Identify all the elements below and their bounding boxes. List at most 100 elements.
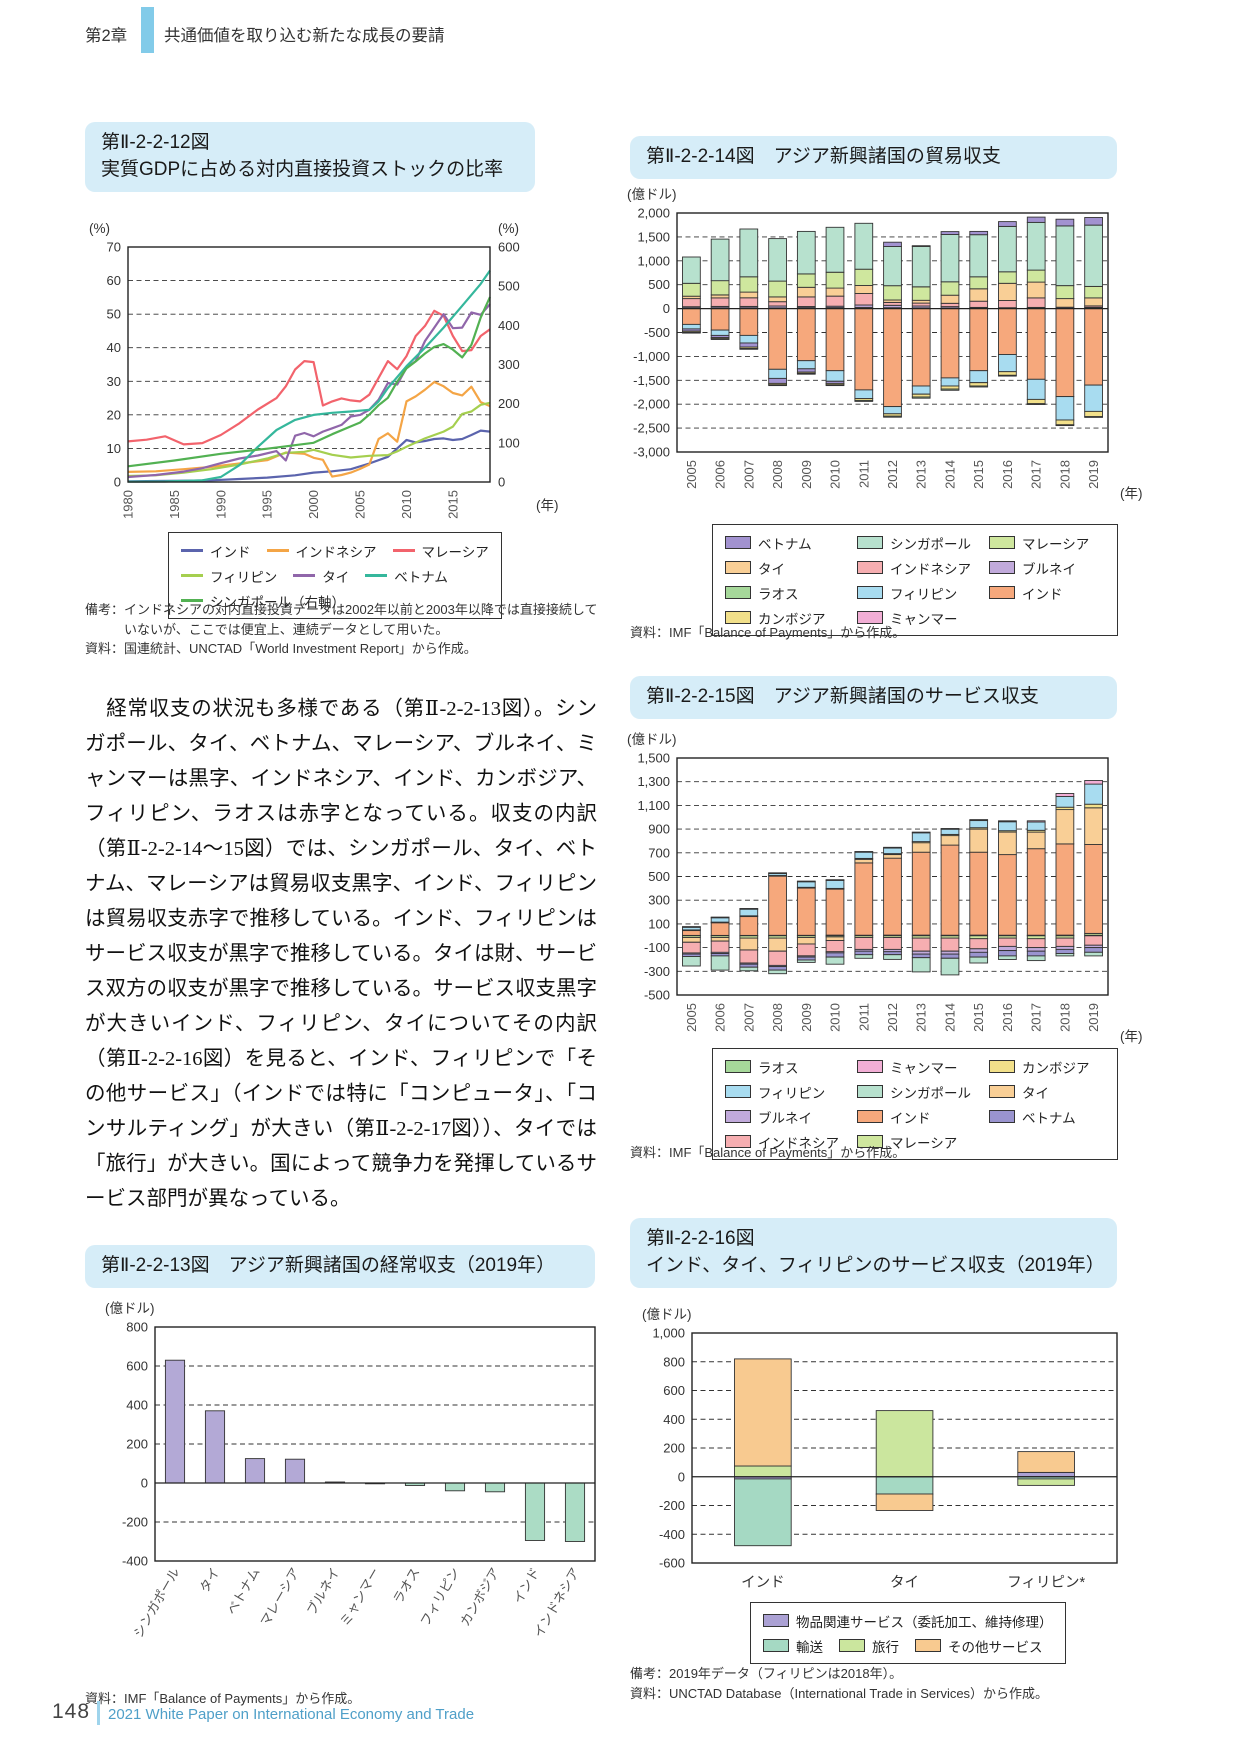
bar-segment bbox=[1084, 384, 1103, 412]
bar-segment bbox=[940, 953, 960, 959]
bar-segment bbox=[739, 334, 759, 344]
legend-item: カンボジア bbox=[989, 1054, 1105, 1079]
bar-segment bbox=[969, 956, 989, 964]
bar-segment bbox=[854, 858, 874, 864]
legend-item: タイ bbox=[725, 555, 841, 580]
fig14-title: 第Ⅱ-2-2-14図 アジア新興諸国の貿易収支 bbox=[646, 146, 1001, 167]
bar-segment bbox=[854, 389, 874, 399]
bar-segment bbox=[969, 851, 989, 936]
tick-label: 500 bbox=[498, 279, 520, 294]
bar-segment bbox=[1026, 281, 1046, 299]
tick-label: 40 bbox=[107, 340, 121, 355]
axis-category-label: マレーシア bbox=[257, 1565, 302, 1629]
bar-segment bbox=[998, 955, 1017, 960]
bar-segment bbox=[768, 368, 787, 379]
tick-label: 0 bbox=[114, 475, 121, 490]
axis-category-label: 2012 bbox=[885, 1003, 900, 1032]
legend-label: マレーシア bbox=[1022, 536, 1090, 552]
tick-label: 0 bbox=[498, 475, 505, 490]
tick-label: 60 bbox=[107, 273, 121, 288]
legend-item: フィリピン bbox=[857, 580, 973, 605]
legend-item: マレーシア bbox=[857, 1129, 973, 1154]
axis-category-label: 2007 bbox=[741, 460, 756, 489]
bar-segment bbox=[1084, 217, 1103, 226]
legend-item: インド bbox=[181, 538, 251, 563]
bar-segment bbox=[911, 851, 931, 936]
legend-item: シンガポール bbox=[857, 1079, 973, 1104]
legend-item: ラオス bbox=[725, 580, 841, 605]
legend-swatch bbox=[857, 561, 883, 574]
bar-segment bbox=[796, 887, 816, 936]
bar-segment bbox=[734, 1465, 792, 1478]
tick-label: -3,000 bbox=[633, 445, 670, 460]
axis-category-label: 2011 bbox=[856, 1003, 871, 1031]
tick-label: 600 bbox=[498, 240, 520, 255]
tick-label: タイ bbox=[890, 1574, 919, 1591]
bar-segment bbox=[998, 374, 1017, 377]
bar-segment bbox=[911, 957, 931, 973]
bar-segment bbox=[739, 908, 759, 917]
fig13-title: 第Ⅱ-2-2-13図 アジア新興諸国の経常収支（2019年） bbox=[101, 1255, 556, 1276]
legend-item: タイ bbox=[989, 1079, 1105, 1104]
bar-segment bbox=[1055, 218, 1075, 227]
bar-segment bbox=[1026, 269, 1046, 283]
legend-label: ブルネイ bbox=[1022, 561, 1076, 577]
bar-segment bbox=[911, 842, 931, 853]
legend-swatch bbox=[725, 561, 751, 574]
tick-label: 300 bbox=[648, 893, 670, 908]
bar-segment bbox=[1017, 1451, 1075, 1473]
bar-segment bbox=[1055, 843, 1075, 936]
bar-segment bbox=[998, 854, 1017, 936]
legend-label: インドネシア bbox=[758, 1135, 839, 1151]
bar-segment bbox=[768, 280, 787, 298]
bar-segment bbox=[768, 950, 787, 966]
bar-segment bbox=[739, 342, 759, 348]
tick-label: (年) bbox=[536, 498, 559, 513]
legend-swatch bbox=[989, 1110, 1015, 1123]
axis-category-label: 2018 bbox=[1057, 1003, 1072, 1032]
tick-label: -1,000 bbox=[633, 349, 670, 364]
axis-category-label: 2015 bbox=[971, 1003, 986, 1032]
bar-segment bbox=[998, 271, 1017, 284]
legend-swatch bbox=[857, 1110, 883, 1123]
bar-segment bbox=[825, 370, 845, 382]
bar-segment bbox=[710, 338, 730, 340]
tick-label: 2,000 bbox=[637, 206, 670, 221]
bar-segment bbox=[768, 238, 787, 282]
plot-border bbox=[127, 246, 491, 483]
bar-segment bbox=[940, 231, 960, 235]
bar-segment bbox=[969, 819, 989, 821]
bar-segment bbox=[768, 301, 787, 307]
fig16-note-remark: 備考：2019年データ（フィリピンは2018年）。 bbox=[630, 1666, 903, 1681]
tick-label: 1,000 bbox=[652, 1326, 685, 1341]
legend-label: ミャンマー bbox=[890, 611, 958, 627]
axis-category-label: 2011 bbox=[856, 460, 871, 488]
fig12-title-line1: 第Ⅱ-2-2-12図 bbox=[101, 132, 210, 153]
bar-segment bbox=[998, 950, 1017, 957]
bar-segment bbox=[1026, 820, 1046, 823]
bar-segment bbox=[739, 949, 759, 964]
axis-category-label: 1990 bbox=[213, 490, 228, 519]
bar-segment bbox=[911, 953, 931, 959]
bar-segment bbox=[1084, 285, 1103, 299]
bar-segment bbox=[1026, 216, 1046, 223]
legend-item: インドネシア bbox=[857, 555, 973, 580]
bar-segment bbox=[940, 828, 960, 830]
bar-segment bbox=[682, 298, 701, 308]
legend-label: ラオス bbox=[758, 586, 799, 602]
tick-label: 200 bbox=[126, 1437, 148, 1452]
legend-swatch bbox=[266, 548, 289, 553]
plot-border bbox=[676, 757, 1109, 996]
bar-segment bbox=[854, 284, 874, 294]
bar-segment bbox=[1084, 951, 1103, 957]
bar-segment bbox=[854, 937, 874, 950]
bar-segment bbox=[1017, 1478, 1075, 1486]
legend-swatch bbox=[181, 598, 203, 603]
tick-label: (%) bbox=[89, 221, 110, 236]
bar-segment bbox=[940, 281, 960, 296]
tick-label: 0 bbox=[141, 1476, 148, 1491]
legend-label: カンボジア bbox=[1022, 1060, 1090, 1076]
bar-segment bbox=[998, 300, 1017, 309]
bar-segment bbox=[940, 302, 960, 308]
legend-swatch bbox=[915, 1639, 941, 1652]
